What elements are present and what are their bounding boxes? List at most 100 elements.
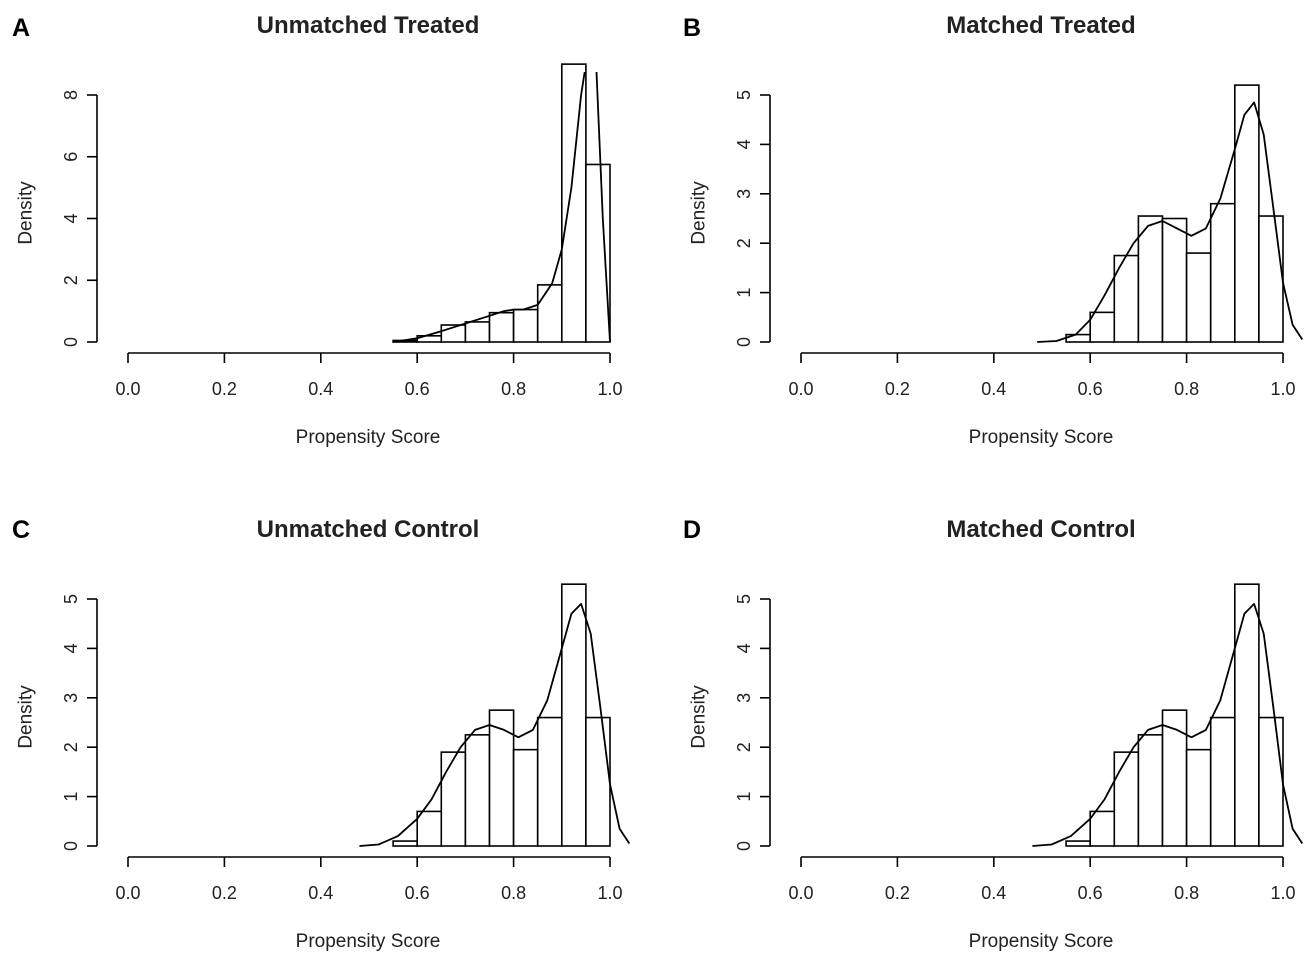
y-tick-label: 3 <box>734 189 754 199</box>
y-tick-label: 5 <box>734 594 754 604</box>
x-tick-label: 0.8 <box>501 883 526 903</box>
x-tick-label: 0.0 <box>788 883 813 903</box>
histogram-bar <box>1065 840 1092 847</box>
histogram-bar <box>536 284 563 343</box>
x-tick-label: 0.0 <box>115 883 140 903</box>
plot-svg: 0.0 0.2 0.4 0.6 0.8 1.0 0 1 2 3 4 5 <box>734 84 1304 399</box>
histogram-bar <box>560 583 587 847</box>
histogram-bar <box>1089 810 1116 847</box>
x-tick-label: 0.4 <box>981 379 1006 399</box>
y-tick-label: 0 <box>734 337 754 347</box>
histogram-bar <box>464 321 491 343</box>
panel-letter: D <box>683 516 702 544</box>
y-tick-label: 3 <box>734 693 754 703</box>
density-curve <box>1032 603 1304 847</box>
x-tick-label: 0.2 <box>885 883 910 903</box>
density-curve <box>359 603 631 847</box>
y-tick-label: 0 <box>734 841 754 851</box>
histogram-bar <box>585 716 611 847</box>
histogram-bar <box>1258 716 1284 847</box>
x-tick-label: 0.2 <box>212 379 237 399</box>
histogram-bar <box>1185 252 1212 343</box>
histogram-bar <box>512 748 539 847</box>
x-tick-label: 0.4 <box>308 379 333 399</box>
x-tick-label: 0.8 <box>1174 379 1199 399</box>
histogram-bar <box>464 734 491 847</box>
histogram-bar <box>488 311 515 343</box>
histogram-bar <box>512 308 539 343</box>
histogram-bar <box>1113 751 1140 847</box>
x-tick-label: 1.0 <box>597 379 622 399</box>
x-tick-label: 1.0 <box>597 883 622 903</box>
x-tick-label: 0.4 <box>981 883 1006 903</box>
chart-title: Unmatched Control <box>256 516 480 543</box>
chart-title: Matched Treated <box>946 12 1136 39</box>
histogram-bar <box>1233 84 1260 343</box>
panel-letter: A <box>12 14 31 42</box>
histogram-bar <box>416 810 443 847</box>
density-curve <box>392 72 611 343</box>
y-tick-label: 1 <box>734 288 754 298</box>
histogram-bar <box>585 163 611 343</box>
y-tick-label: 4 <box>61 643 81 653</box>
x-tick-label: 0.4 <box>308 883 333 903</box>
histogram-bar <box>1258 215 1284 343</box>
histogram-bar <box>1209 716 1236 847</box>
figure: A Unmatched Treated Density Propensity S… <box>0 0 1304 952</box>
histogram-bar <box>440 751 467 847</box>
x-tick-label: 0.0 <box>788 379 813 399</box>
y-tick-label: 4 <box>734 139 754 149</box>
x-tick-label: 0.6 <box>405 379 430 399</box>
plot-svg: 0.0 0.2 0.4 0.6 0.8 1.0 0 1 2 3 4 5 <box>61 583 631 903</box>
y-tick-label: 4 <box>61 213 81 223</box>
x-tick-label: 0.2 <box>885 379 910 399</box>
x-tick-label: 0.0 <box>115 379 140 399</box>
x-tick-label: 1.0 <box>1270 379 1295 399</box>
y-tick-label: 2 <box>61 742 81 752</box>
x-tick-label: 0.6 <box>1078 883 1103 903</box>
x-tick-label: 0.6 <box>1078 379 1103 399</box>
y-tick-label: 2 <box>61 275 81 285</box>
histogram-bar <box>1137 734 1164 847</box>
panel-c: C Unmatched Control Density Propensity S… <box>0 504 652 980</box>
y-tick-label: 0 <box>61 337 81 347</box>
y-tick-label: 1 <box>61 792 81 802</box>
histogram-bar <box>1137 215 1164 343</box>
histogram-bar <box>1233 583 1260 847</box>
chart-title: Matched Control <box>946 516 1136 543</box>
x-tick-label: 0.8 <box>501 379 526 399</box>
x-axis-label: Propensity Score <box>968 427 1114 448</box>
histogram-bar <box>560 63 587 343</box>
histogram-bar <box>1185 748 1212 847</box>
x-axis-label: Propensity Score <box>968 931 1114 952</box>
y-tick-label: 6 <box>61 152 81 162</box>
plot-svg: 0.0 0.2 0.4 0.6 0.8 1.0 0 1 2 3 4 5 <box>734 583 1304 903</box>
histogram-bar <box>488 709 515 847</box>
y-tick-label: 5 <box>734 90 754 100</box>
x-axis-label: Propensity Score <box>295 931 441 952</box>
y-tick-label: 3 <box>61 693 81 703</box>
y-tick-label: 1 <box>734 792 754 802</box>
density-curve <box>1037 101 1304 343</box>
y-tick-label: 2 <box>734 238 754 248</box>
x-tick-label: 1.0 <box>1270 883 1295 903</box>
histogram-bar <box>1209 202 1236 343</box>
panel-b: B Matched Treated Density Propensity Sco… <box>673 0 1304 476</box>
plot-svg: 0.0 0.2 0.4 0.6 0.8 1.0 0 2 4 6 8 <box>61 63 623 399</box>
histogram-bar <box>1161 709 1188 847</box>
y-tick-label: 0 <box>61 841 81 851</box>
panel-letter: B <box>683 14 702 42</box>
histogram-bar <box>392 840 419 847</box>
chart-title: Unmatched Treated <box>256 12 480 39</box>
x-tick-label: 0.6 <box>405 883 430 903</box>
y-tick-label: 8 <box>61 90 81 100</box>
histogram-bar <box>536 716 563 847</box>
x-axis-label: Propensity Score <box>295 427 441 448</box>
panel-a: A Unmatched Treated Density Propensity S… <box>0 0 652 476</box>
panel-letter: C <box>12 516 31 544</box>
histogram-bar <box>1161 217 1188 343</box>
y-tick-label: 5 <box>61 594 81 604</box>
histogram-bar <box>1089 311 1116 343</box>
y-tick-label: 2 <box>734 742 754 752</box>
y-tick-label: 4 <box>734 643 754 653</box>
